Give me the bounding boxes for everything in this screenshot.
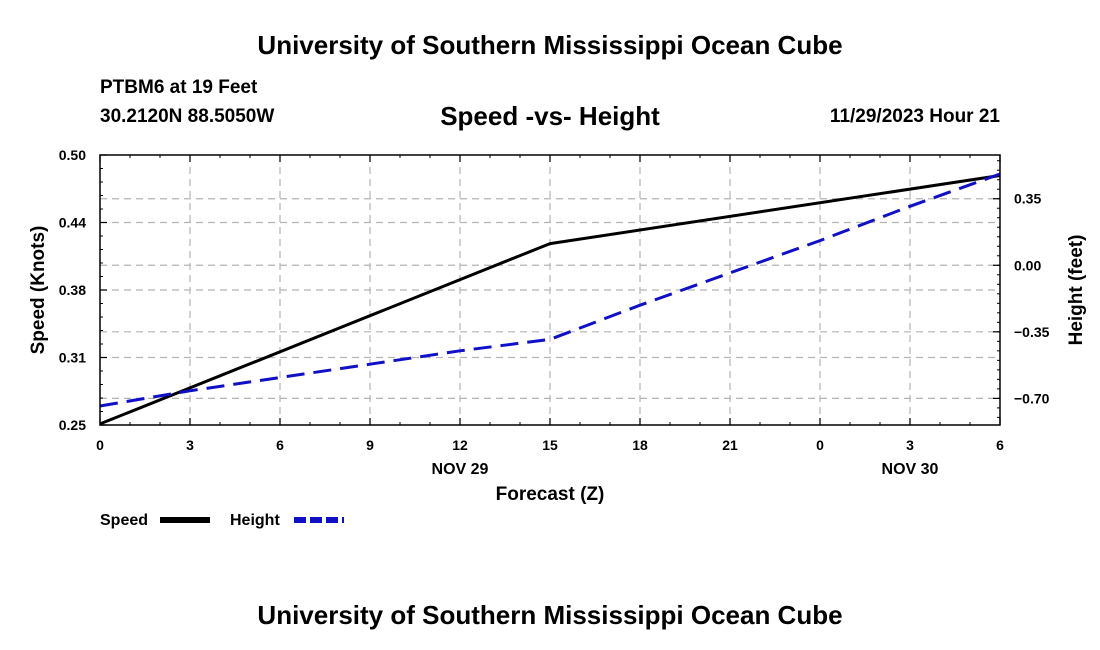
y-left-tick-label: 0.50 xyxy=(59,147,86,163)
station-label: PTBM6 at 19 Feet xyxy=(100,77,258,98)
y-left-tick-label: 0.31 xyxy=(59,350,86,366)
tick-layer xyxy=(99,154,1001,426)
x-tick-label: 21 xyxy=(722,437,738,453)
y-left-tick-label: 0.44 xyxy=(59,215,86,231)
x-tick-label: 0 xyxy=(96,437,104,453)
x-date-label: NOV 29 xyxy=(432,461,489,478)
y-left-tick-label: 0.25 xyxy=(59,417,86,433)
y-right-tick-label: 0.35 xyxy=(1014,191,1041,207)
x-tick-label: 15 xyxy=(542,437,558,453)
label-layer: 0 3 6 9 12 15 18 21 0 3 6 0.25 0.31 0.38 0.44 0.50 −0.70… xyxy=(28,147,1087,505)
series-line-speed xyxy=(99,174,1001,426)
x-tick-label: 9 xyxy=(366,437,374,453)
x-tick-label: 6 xyxy=(276,437,284,453)
x-tick-label: 6 xyxy=(996,437,1004,453)
x-tick-label: 3 xyxy=(906,437,914,453)
y-right-tick-label: −0.70 xyxy=(1014,390,1050,406)
legend-label-height: Height xyxy=(230,512,280,529)
legend-layer: Speed Height xyxy=(100,512,344,529)
y-right-tick-label: −0.35 xyxy=(1014,324,1050,340)
timestamp-label: 11/29/2023 Hour 21 xyxy=(829,106,1000,127)
page-title-top: University of Southern Mississippi Ocean… xyxy=(257,30,843,60)
x-tick-label: 12 xyxy=(452,437,468,453)
x-date-label: NOV 30 xyxy=(882,461,939,478)
x-tick-label: 3 xyxy=(186,437,194,453)
y-left-axis-title: Speed (Knots) xyxy=(28,226,49,355)
chart-title: Speed -vs- Height xyxy=(440,101,660,131)
series-line-height xyxy=(99,172,1001,408)
grid-layer xyxy=(100,155,1000,425)
page-title-bottom: University of Southern Mississippi Ocean… xyxy=(257,600,843,630)
x-tick-label: 18 xyxy=(632,437,648,453)
y-right-tick-label: 0.00 xyxy=(1014,257,1041,273)
y-left-tick-label: 0.38 xyxy=(59,282,86,298)
x-tick-label: 0 xyxy=(816,437,824,453)
x-axis-title: Forecast (Z) xyxy=(496,484,605,505)
coords-label: 30.2120N 88.5050W xyxy=(100,106,275,127)
legend-label-speed: Speed xyxy=(100,512,148,529)
y-right-axis-title: Height (feet) xyxy=(1066,235,1087,346)
